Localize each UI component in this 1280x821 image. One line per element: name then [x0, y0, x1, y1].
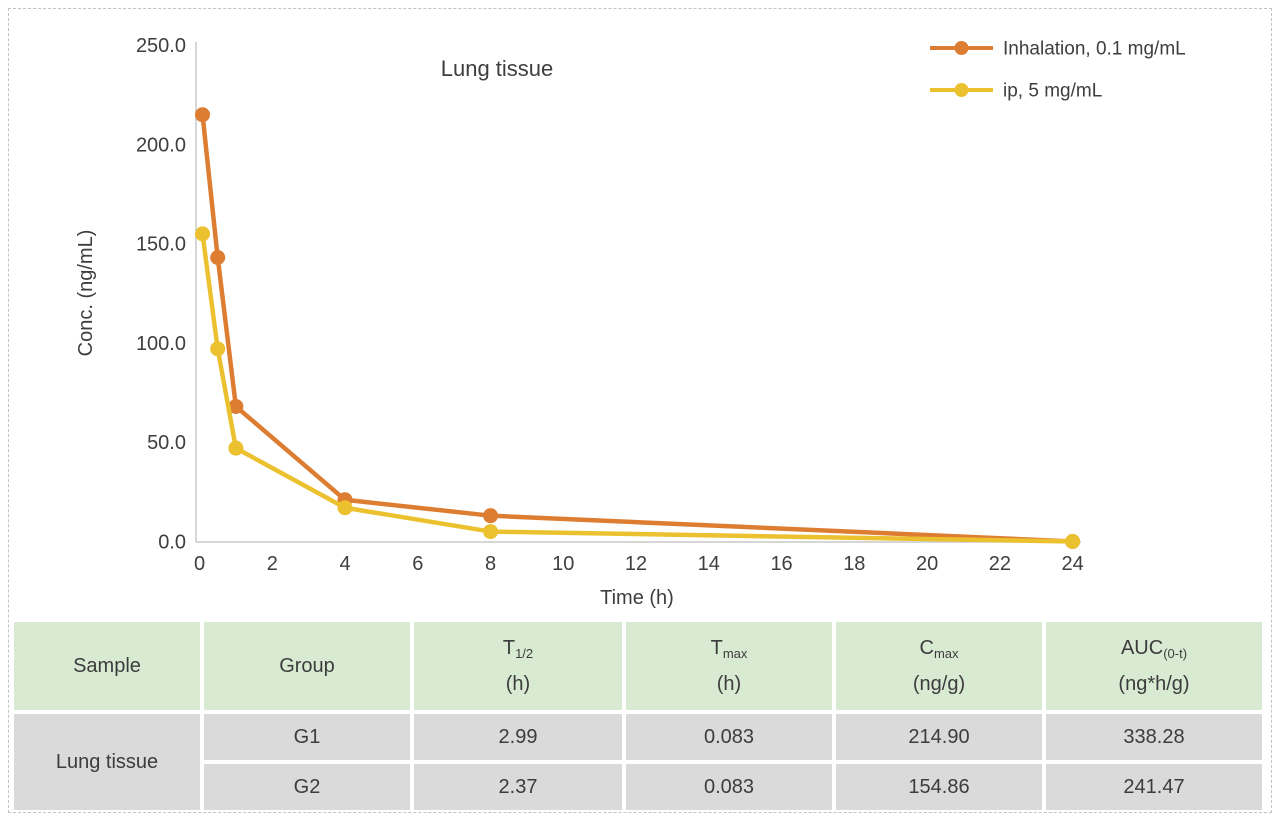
- legend-label: ip, 5 mg/mL: [1003, 81, 1102, 102]
- x-tick-label: 16: [770, 553, 792, 575]
- chart-legend: Inhalation, 0.1 mg/mL ip, 5 mg/mL: [930, 39, 1186, 102]
- data-point: [195, 107, 211, 123]
- legend-label: Inhalation, 0.1 mg/mL: [1003, 39, 1186, 60]
- x-tick-label: 0: [194, 553, 205, 575]
- x-tick-label: 4: [339, 553, 350, 575]
- header-cell-auc: AUC(0-t) (ng*h/g): [1046, 622, 1262, 710]
- y-tick-label: 250.0: [136, 35, 186, 57]
- y-tick-label: 100.0: [136, 333, 186, 355]
- header-subscript: 1/2: [515, 645, 534, 661]
- chart-title: Lung tissue: [441, 56, 554, 81]
- sample-name-cell: Lung tissue: [14, 714, 200, 810]
- table-cell-t-half: 2.99: [414, 714, 622, 760]
- y-tick-labels: 250.0 200.0 150.0 100.0 50.0 0.0: [136, 35, 186, 554]
- header-cell-group: Group: [204, 622, 410, 710]
- table-cell-t-max: 0.083: [626, 764, 832, 810]
- y-tick-label: 200.0: [136, 134, 186, 156]
- header-cell-c-max: Cmax (ng/g): [836, 622, 1042, 710]
- header-cell-t-half: T1/2 (h): [414, 622, 622, 710]
- data-point: [195, 226, 211, 242]
- header-unit: (h): [505, 672, 531, 695]
- y-tick-label: 0.0: [158, 532, 186, 554]
- x-tick-label: 8: [485, 553, 496, 575]
- table-cell-group: G2: [204, 764, 410, 810]
- series-line: [200, 114, 1073, 544]
- header-cell-sample: Sample: [14, 622, 200, 710]
- x-tick-label: 14: [698, 553, 720, 575]
- legend-marker: [954, 83, 969, 97]
- x-tick-label: 10: [552, 553, 574, 575]
- header-cell-t-max: Tmax (h): [626, 622, 832, 710]
- y-axis-title: Conc. (ng/mL): [75, 230, 97, 357]
- y-tick-label: 50.0: [147, 432, 186, 454]
- header-label: AUC: [1120, 636, 1164, 659]
- header-unit: (h): [716, 672, 742, 695]
- table-cell-c-max: 154.86: [836, 764, 1042, 810]
- data-point: [483, 524, 499, 540]
- header-label: C: [919, 636, 934, 659]
- header-unit: (ng/g): [912, 672, 966, 695]
- data-point: [483, 508, 499, 524]
- x-tick-labels: 0 2 4 6 8 10 12 14 16 18 20 22 24: [194, 553, 1084, 575]
- x-axis-title: Time (h): [600, 587, 674, 609]
- header-unit: (ng*h/g): [1118, 672, 1190, 695]
- legend-marker: [954, 41, 969, 55]
- data-point: [228, 440, 244, 456]
- table-cell-auc: 338.28: [1046, 714, 1262, 760]
- data-point: [228, 398, 244, 414]
- x-tick-label: 20: [916, 553, 938, 575]
- x-tick-label: 12: [625, 553, 647, 575]
- header-subscript: max: [933, 645, 959, 661]
- table-cell-c-max: 214.90: [836, 714, 1042, 760]
- x-tick-label: 22: [989, 553, 1011, 575]
- header-label: Sample: [73, 654, 141, 677]
- data-point: [1065, 534, 1081, 549]
- table-cell-group: G1: [204, 714, 410, 760]
- pk-parameters-table: Sample Group T1/2 (h) Tmax (h) Cmax (ng/…: [14, 622, 1262, 810]
- data-point: [337, 500, 353, 516]
- table-cell-auc: 241.47: [1046, 764, 1262, 810]
- header-subscript: max: [722, 645, 748, 661]
- x-tick-label: 18: [843, 553, 865, 575]
- x-tick-label: 6: [412, 553, 423, 575]
- header-label: T: [710, 636, 723, 659]
- x-tick-label: 2: [267, 553, 278, 575]
- header-label: T: [502, 636, 516, 659]
- table-cell-t-half: 2.37: [414, 764, 622, 810]
- data-point: [210, 250, 226, 266]
- table-cell-t-max: 0.083: [626, 714, 832, 760]
- x-tick-label: 24: [1061, 553, 1083, 575]
- pk-line-chart: 250.0 200.0 150.0 100.0 50.0 0.0 0 2 4 6 8 10 12 14 1…: [75, 35, 1186, 609]
- data-point: [210, 341, 226, 357]
- series-line: [200, 233, 1073, 544]
- header-label: Group: [279, 654, 335, 677]
- y-tick-label: 150.0: [136, 234, 186, 256]
- header-subscript: (0-t): [1163, 645, 1188, 661]
- data-series: [195, 107, 1081, 549]
